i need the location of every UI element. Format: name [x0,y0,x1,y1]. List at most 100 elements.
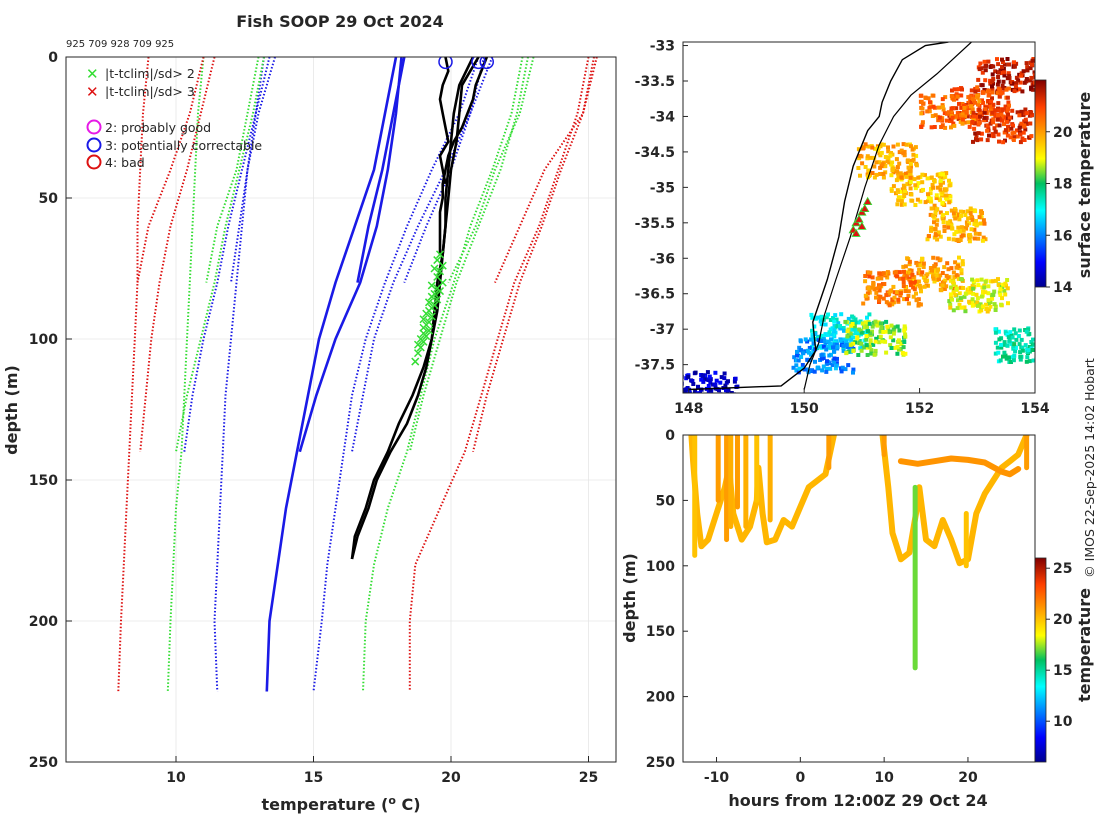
sst-pixel [952,214,957,219]
sst-pixel [1008,330,1013,335]
sst-pixel [811,335,816,339]
sst-pixel [933,227,938,232]
sst-pixel [696,384,700,389]
credit-text: © IMOS 22-Sep-2025 14:02 Hobart [1082,358,1097,578]
sst-pixel [940,190,945,195]
sst-pixel [890,299,895,304]
sst-pixel [833,366,838,371]
sst-pixel [957,229,962,234]
sst-pixel [949,94,954,98]
sst-pixel [1030,62,1034,67]
sst-pixel [881,296,886,301]
sst-pixel [961,286,965,290]
sst-pixel [916,302,921,307]
sst-pixel [908,175,913,180]
sst-pixel [976,131,981,136]
sst-pixel [858,173,862,178]
sst-pixel [902,324,907,329]
sst-pixel [1011,123,1015,128]
sst-pixel [877,271,882,276]
sst-pixel [868,155,873,160]
sst-pixel [815,365,820,370]
sst-pixel [829,332,834,337]
sst-pixel [901,345,906,350]
sst-pixel [856,166,861,170]
sst-pixel [986,298,991,303]
sst-pixel [998,358,1003,363]
sst-pixel [931,93,936,98]
sst-pixel [839,369,844,374]
sst-pixel [699,377,704,382]
sst-pixel [972,227,977,232]
sst-pixel [944,197,949,202]
sst-pixel [970,217,975,222]
sst-pixel [953,260,958,265]
sst-pixel [722,371,727,376]
sst-pixel [835,356,839,361]
sst-pixel [879,150,884,155]
sst-pixel [993,108,998,113]
sst-pixel [966,120,971,125]
sst-pixel [896,174,901,179]
sst-pixel [1012,64,1017,69]
sst-pixel [911,294,916,299]
sst-pixel [977,231,982,236]
series-clim-mean-1sd-line [230,57,276,283]
sst-pixel [1032,342,1035,347]
sst-pixel [858,346,863,351]
sst-pixel [983,279,988,284]
sst-pixel [1002,340,1007,345]
sst-pixel [1026,327,1030,332]
sst-pixel [904,273,909,278]
sst-pixel [925,237,930,242]
sst-pixel [980,98,984,103]
sst-pixel [991,120,996,125]
sst-pixel [824,315,829,320]
sst-pixel [880,162,885,167]
sst-pixel [805,367,810,372]
sst-pixel [959,234,964,239]
sst-pixel [948,292,953,297]
sst-pixel [928,100,932,105]
sst-pixel [862,325,867,330]
sst-pixel [871,342,876,347]
sst-pixel [935,268,940,273]
sst-pixel [973,231,978,236]
sst-pixel [977,121,982,125]
legend-c3-marker [86,137,102,153]
sst-pixel [942,175,947,180]
sst-pixel [868,340,873,345]
sst-pixel [978,114,982,119]
sst-pixel [922,284,927,289]
sst-pixel [973,100,977,105]
sst-pixel [936,277,941,282]
sst-pixel [997,123,1002,128]
sst-pixel [722,376,727,381]
profile-xtick-label: 25 [579,770,598,786]
sst-pixel [921,275,926,280]
sst-pixel [859,154,864,159]
sst-pixel [907,259,912,264]
sst-pixel [1006,71,1011,76]
sst-pixel [873,339,878,344]
sst-pixel [881,175,886,180]
sst-pixel [895,202,900,207]
sst-pixel [1021,130,1026,135]
sst-pixel [974,135,979,140]
sst-pixel [993,278,998,283]
sst-pixel [900,351,905,355]
sst-pixel [891,184,896,189]
sst-pixel [927,234,931,238]
sst-pixel [982,88,987,92]
sst-pixel [941,213,945,218]
profile-ytick-label: 150 [29,473,58,489]
sst-pixel [888,343,893,348]
sst-pixel [720,398,724,402]
sst-pixel [1053,345,1057,349]
sst-pixel [857,327,862,332]
sst-pixel [819,353,824,358]
sst-pixel [848,349,853,354]
sst-pixel [951,121,956,126]
sst-pixel [914,298,919,303]
sst-pixel [964,104,969,109]
